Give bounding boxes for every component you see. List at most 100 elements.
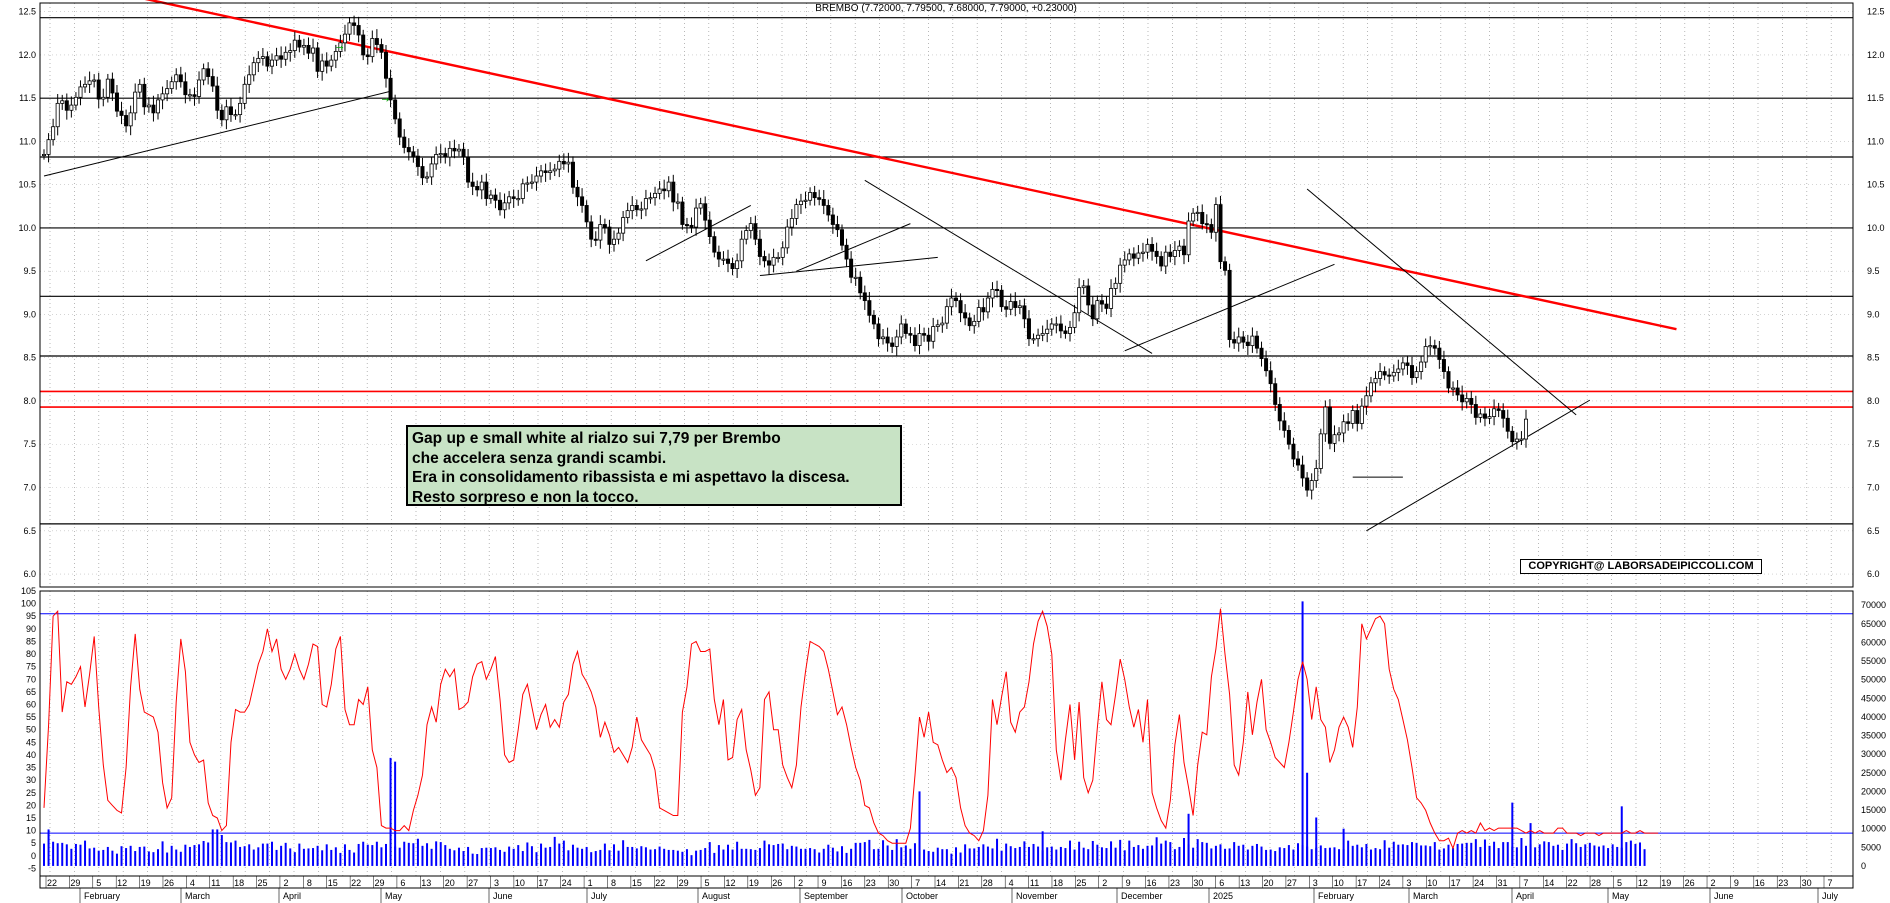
price-tick-right: 12.0 [1867,50,1885,60]
day-label: 26 [164,878,174,888]
candle-body [1040,333,1045,336]
osc-tick-left: 50 [26,725,36,735]
candle-body [1086,285,1091,306]
candle-body [908,333,913,336]
candle-body [507,196,512,204]
month-label: October [906,891,938,901]
signal-arrow-icon: → [381,95,389,105]
day-label: 30 [1193,878,1203,888]
candle-body [598,224,603,241]
candle-body [1008,301,1013,310]
candle-body [944,306,949,324]
day-label: 30 [1802,878,1812,888]
day-label: 5 [96,878,101,888]
price-tick-right: 6.0 [1867,569,1880,579]
candle-body [197,79,202,97]
candle-body [844,244,849,260]
candle-body [397,118,402,138]
price-tick-right: 7.0 [1867,483,1880,493]
day-label: 15 [632,878,642,888]
month-label: February [84,891,121,901]
day-label: 28 [1591,878,1601,888]
candle-body [356,25,361,36]
price-tick-right: 9.5 [1867,266,1880,276]
candle-body [1277,404,1282,422]
candle-body [867,300,872,316]
volume-tick-right: 30000 [1861,749,1886,759]
osc-tick-left: 45 [26,737,36,747]
candle-body [265,56,270,67]
day-label: 11 [211,878,220,888]
candle-body [201,68,206,81]
candle-body [721,258,726,261]
candle-body [502,202,507,211]
candle-body [671,181,676,203]
day-label: 19 [749,878,759,888]
candle-body [452,147,457,152]
day-label: 27 [468,878,478,888]
candle-body [1250,335,1255,347]
candle-body [516,198,521,201]
candle-body [543,170,548,173]
candle-body [694,207,699,228]
candle-body [110,78,115,94]
price-tick-left: 9.0 [23,309,36,319]
candle-body [525,182,530,185]
day-label: 7 [1827,878,1832,888]
day-label: 9 [1126,878,1131,888]
trendline [1306,188,1577,416]
candle-body [434,154,439,165]
trendline [796,223,911,272]
volume-tick-right: 20000 [1861,786,1886,796]
day-label: 27 [1287,878,1297,888]
candle-body [662,188,667,192]
candle-body [311,47,316,54]
candle-body [999,289,1004,308]
candle-body [1241,336,1246,343]
candle-body [160,93,165,101]
candle-body [415,155,420,167]
day-label: 24 [1474,878,1484,888]
volume-tick-right: 25000 [1861,768,1886,778]
candle-body [748,223,753,231]
candle-body [174,74,179,83]
day-label: 22 [47,878,57,888]
candle-body [990,288,995,299]
day-label: 4 [1009,878,1014,888]
trendline [864,179,1153,354]
candle-body [361,34,366,56]
candle-body [1068,327,1073,334]
osc-tick-left: 5 [31,838,36,848]
day-label: 26 [772,878,782,888]
candle-body [1419,361,1424,372]
candle-body [64,100,69,111]
candle-body [666,181,671,192]
candle-body [625,210,630,218]
price-tick-left: 6.0 [23,569,36,579]
candle-body [83,83,88,88]
day-label: 12 [725,878,735,888]
volume-tick-right: 50000 [1861,675,1886,685]
price-tick-right: 6.5 [1867,526,1880,536]
candle-body [1318,433,1323,469]
candle-body [912,334,917,347]
day-label: 26 [1685,878,1695,888]
candle-body [1026,318,1031,340]
candle-body [251,62,256,76]
candle-body [589,221,594,240]
candle-body [493,194,498,201]
candle-body [92,79,97,82]
candle-body [1524,418,1529,440]
candle-body [1441,359,1446,372]
candle-body [1264,358,1269,372]
candle-body [1327,406,1332,444]
candle-body [698,203,703,209]
candle-body [1236,336,1241,344]
candle-body [529,181,534,184]
day-label: 28 [983,878,993,888]
candle-body [78,86,83,98]
month-label: May [385,891,403,901]
candle-body [1505,417,1510,432]
candle-body [972,320,977,327]
candle-body [1469,397,1474,405]
